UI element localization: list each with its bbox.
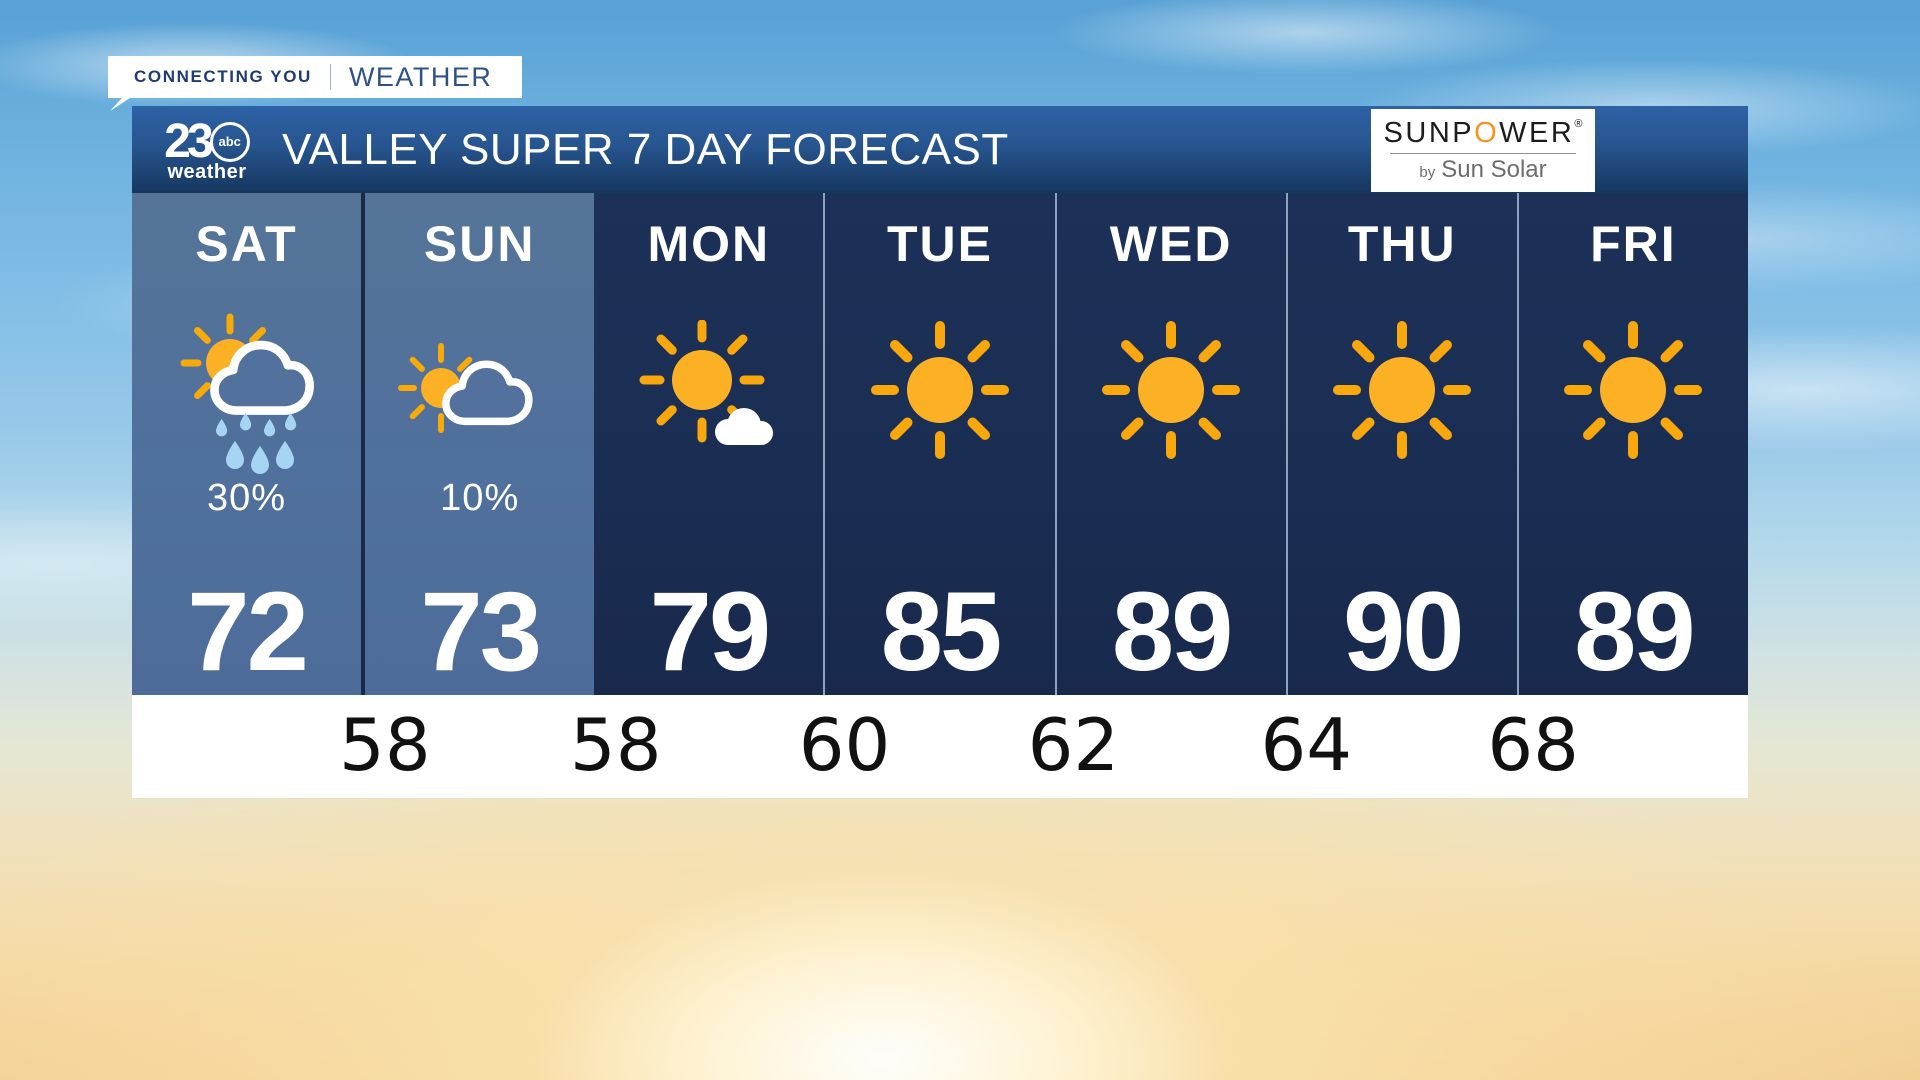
day-column-fri: FRI 89 — [1516, 193, 1748, 695]
low-temp: 68 — [1487, 703, 1579, 787]
day-column-tue: TUE 85 — [823, 193, 1055, 695]
day-label: MON — [647, 216, 771, 272]
station-logo-top: 23 abc — [146, 114, 268, 168]
banner-connecting-you: CONNECTING YOU — [134, 67, 312, 86]
sponsor-orange-o: O — [1474, 117, 1500, 149]
high-temp: 79 — [649, 568, 772, 694]
low-temp: 58 — [339, 703, 431, 787]
sponsor-name: SUNPOWER® — [1384, 119, 1583, 148]
precip-chance: 30% — [207, 477, 287, 519]
sun-with-cloud-icon — [624, 287, 794, 493]
day-label: THU — [1347, 216, 1457, 272]
day-column-wed: WED 89 — [1054, 193, 1286, 695]
day-label: SUN — [423, 216, 536, 272]
banner-weather: WEATHER — [348, 61, 493, 92]
sponsor-byline-name: Sun Solar — [1441, 156, 1547, 183]
sun-icon — [1096, 287, 1246, 493]
sponsor-name-part: WER — [1499, 117, 1575, 149]
banner-divider — [329, 64, 331, 90]
sun-icon — [1327, 287, 1477, 493]
high-temp: 90 — [1342, 568, 1465, 694]
precip-chance: 10% — [440, 477, 520, 519]
day-label: TUE — [886, 216, 993, 272]
high-temp: 89 — [1574, 568, 1696, 694]
registered-mark: ® — [1574, 118, 1583, 130]
forecast-header: 23 abc weather VALLEY SUPER 7 DAY FORECA… — [132, 106, 1748, 193]
sponsor-logo: SUNPOWER® by Sun Solar — [1371, 109, 1595, 192]
sun-behind-cloud-icon — [395, 287, 565, 493]
sun-cloud-rain-icon — [152, 287, 342, 493]
low-temp: 58 — [569, 703, 662, 787]
high-temp: 89 — [1111, 568, 1234, 694]
page-title: VALLEY SUPER 7 DAY FORECAST — [282, 124, 1009, 174]
high-temp: 85 — [880, 568, 1003, 694]
day-label: SAT — [195, 216, 298, 272]
high-temp: 72 — [187, 568, 309, 694]
station-banner: CONNECTING YOU WEATHER — [108, 56, 523, 111]
station-tagline: weather — [167, 160, 247, 183]
sun-icon — [865, 287, 1015, 493]
low-temp: 62 — [1027, 703, 1120, 787]
forecast-columns: SAT — [132, 193, 1748, 695]
overnight-lows-bar: 58 58 60 62 64 68 — [132, 695, 1748, 798]
day-column-sat: SAT — [132, 193, 366, 695]
day-column-thu: THU 90 — [1285, 193, 1517, 695]
station-logo: 23 abc weather — [146, 114, 268, 183]
sponsor-by: by — [1419, 164, 1436, 181]
sponsor-byline: by Sun Solar — [1419, 158, 1546, 182]
sun-icon — [1558, 287, 1708, 493]
day-column-sun: SUN 10% 73 — [365, 193, 595, 695]
station-number: 23 — [164, 114, 213, 168]
high-temp: 73 — [420, 568, 542, 694]
day-column-mon: MON — [594, 193, 824, 695]
sponsor-divider — [1390, 153, 1576, 154]
low-temp: 64 — [1260, 703, 1353, 787]
day-label: FRI — [1590, 216, 1677, 272]
abc-network-icon: abc — [209, 121, 250, 162]
low-temp: 60 — [798, 703, 891, 787]
sponsor-name-part: SUNP — [1383, 117, 1475, 149]
banner-tail — [110, 87, 132, 111]
day-label: WED — [1109, 216, 1233, 272]
